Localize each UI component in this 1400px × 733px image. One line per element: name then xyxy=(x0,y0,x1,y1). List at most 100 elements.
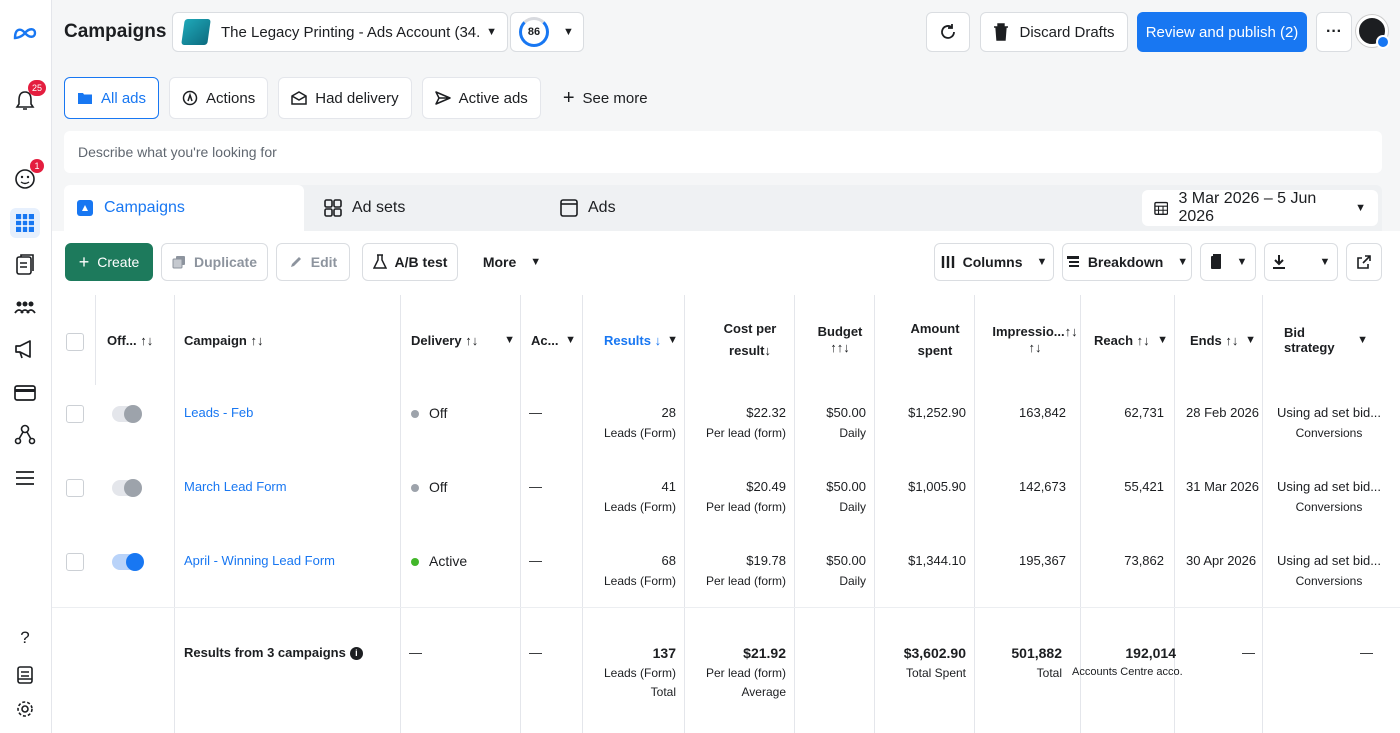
date-range-picker[interactable]: 3 Mar 2026 – 5 Jun 2026 ▼ xyxy=(1142,190,1378,226)
campaign-toggle[interactable] xyxy=(112,553,144,571)
columns-icon xyxy=(941,256,954,268)
info-icon[interactable]: i xyxy=(349,647,363,660)
campaign-name-link[interactable]: Leads - Feb xyxy=(184,405,254,420)
refresh-button[interactable] xyxy=(926,12,970,52)
chevron-down-icon: ▼ xyxy=(1319,256,1331,268)
header-budget[interactable]: Budget ↑↑↓ xyxy=(810,295,870,385)
cost-unit: Per lead (form) xyxy=(705,426,786,440)
tab-ad-sets[interactable]: Ad sets xyxy=(324,185,554,231)
impressions-value: 195,367 xyxy=(1019,553,1066,568)
calendar-icon xyxy=(1154,201,1169,216)
export-button[interactable]: ▼ xyxy=(1264,243,1338,281)
filter-all-ads[interactable]: All ads xyxy=(64,77,160,119)
search-input[interactable] xyxy=(78,144,1368,160)
business-network-icon[interactable] xyxy=(10,419,40,449)
delivery-status: Off xyxy=(411,479,447,495)
reach-value: 62,731 xyxy=(1124,405,1164,420)
tab-ads[interactable]: Ads xyxy=(560,185,760,231)
select-all-checkbox[interactable] xyxy=(66,333,84,351)
edit-button[interactable]: Edit xyxy=(276,243,350,281)
account-alerts-icon[interactable]: 1 xyxy=(10,159,44,194)
header-cost-line1: Cost per xyxy=(723,321,777,336)
expand-button[interactable] xyxy=(1346,243,1382,281)
header-actions[interactable]: Ac... ▼ xyxy=(531,295,576,385)
header-cost-per-result[interactable]: Cost per result↓ xyxy=(712,295,788,385)
campaigns-table-icon[interactable] xyxy=(10,208,40,238)
notes-icon[interactable] xyxy=(10,660,40,690)
filter-actions[interactable]: Actions xyxy=(169,77,269,119)
level-tabs: Campaigns Ad sets Ads 3 Mar 2026 – 5 Jun… xyxy=(64,185,1382,231)
row-checkbox[interactable] xyxy=(66,405,84,423)
breakdown-button[interactable]: Breakdown ▼ xyxy=(1062,243,1192,281)
column-divider xyxy=(794,295,795,733)
filter-active-ads[interactable]: Active ads xyxy=(421,77,541,119)
duplicate-icon xyxy=(172,256,185,269)
budget-value: $50.00 Daily xyxy=(796,553,866,588)
more-actions-button[interactable]: More ▼ xyxy=(472,243,552,281)
header-results[interactable]: Results ↓ ▼ xyxy=(604,295,678,385)
reports-dropdown-button[interactable]: ▼ xyxy=(1200,243,1256,281)
actions-value: — xyxy=(529,553,542,568)
download-icon xyxy=(1272,255,1285,269)
opportunity-score-selector[interactable]: 86 ▼ xyxy=(510,12,584,52)
discard-drafts-label: Discard Drafts xyxy=(1019,23,1115,41)
reach-value: 73,862 xyxy=(1124,553,1164,568)
columns-button[interactable]: Columns ▼ xyxy=(934,243,1054,281)
header-ends[interactable]: Ends ↑↓ ▼ xyxy=(1190,295,1256,385)
cost-unit: Per lead (form) xyxy=(705,500,786,514)
bid-strategy-sub: Conversions xyxy=(1295,574,1363,588)
header-reach[interactable]: Reach ↑↓ ▼ xyxy=(1094,295,1168,385)
search-bar xyxy=(64,131,1382,173)
campaign-name-link[interactable]: March Lead Form xyxy=(184,479,287,494)
filter-had-delivery[interactable]: Had delivery xyxy=(278,77,412,119)
row-checkbox[interactable] xyxy=(66,553,84,571)
filter-see-more[interactable]: + See more xyxy=(551,77,660,119)
campaign-toggle[interactable] xyxy=(112,405,142,423)
totals-reach-number: 192,014 xyxy=(1125,645,1176,661)
ends-value: 30 Apr 2026 xyxy=(1186,553,1257,568)
cost-number: $20.49 xyxy=(746,479,786,494)
actions-value: — xyxy=(529,479,542,494)
header-bid-strategy[interactable]: Bid strategy ▼ xyxy=(1284,295,1368,385)
notifications-bell-icon[interactable]: 25 xyxy=(10,80,46,116)
duplicate-button[interactable]: Duplicate xyxy=(161,243,268,281)
header-off-on[interactable]: Off... ↑↓ xyxy=(107,332,154,348)
create-button[interactable]: + Create xyxy=(65,243,153,281)
header-impressions[interactable]: Impressio...↑↓ ↑↓ xyxy=(992,295,1078,385)
review-and-publish-button[interactable]: Review and publish (2) xyxy=(1137,12,1307,52)
totals-results-number: 137 xyxy=(652,645,676,661)
campaign-toggle[interactable] xyxy=(112,479,142,497)
status-dot xyxy=(411,558,419,566)
ad-account-selector[interactable]: The Legacy Printing - Ads Account (34...… xyxy=(172,12,508,52)
reports-icon[interactable] xyxy=(10,250,40,280)
help-icon[interactable]: ? xyxy=(20,628,30,647)
row-checkbox[interactable] xyxy=(66,479,84,497)
ad-sets-icon xyxy=(324,199,342,217)
meta-logo-icon[interactable] xyxy=(10,18,40,48)
campaign-name-link[interactable]: April - Winning Lead Form xyxy=(184,553,335,568)
duplicate-label: Duplicate xyxy=(193,254,257,270)
settings-gear-icon[interactable] xyxy=(10,694,40,724)
ab-test-button[interactable]: A/B test xyxy=(362,243,458,281)
filter-label: Active ads xyxy=(458,89,528,107)
header-delivery[interactable]: Delivery ↑↓ ▼ xyxy=(411,295,515,385)
discard-drafts-button[interactable]: Discard Drafts xyxy=(980,12,1128,52)
more-options-button[interactable]: ··· xyxy=(1316,12,1352,52)
chevron-down-icon: ▼ xyxy=(1245,334,1256,346)
budget-number: $50.00 xyxy=(826,479,866,494)
amount-spent-value: $1,252.90 xyxy=(908,405,966,420)
column-divider xyxy=(582,295,583,733)
results-number: 41 xyxy=(661,479,676,494)
header-amount-spent[interactable]: Amount spent xyxy=(902,295,968,385)
billing-card-icon[interactable] xyxy=(10,378,40,408)
delivery-status: Off xyxy=(411,405,447,421)
audiences-icon[interactable] xyxy=(10,293,40,323)
avatar[interactable] xyxy=(1356,15,1390,49)
tab-campaigns[interactable]: Campaigns xyxy=(64,185,304,231)
megaphone-icon[interactable] xyxy=(10,334,40,364)
totals-results-unit: Leads (Form) xyxy=(603,666,676,680)
header-campaign[interactable]: Campaign ↑↓ xyxy=(184,332,264,348)
menu-icon[interactable] xyxy=(10,463,40,493)
header-amount-line2: spent xyxy=(917,343,953,358)
column-divider xyxy=(1174,295,1175,733)
